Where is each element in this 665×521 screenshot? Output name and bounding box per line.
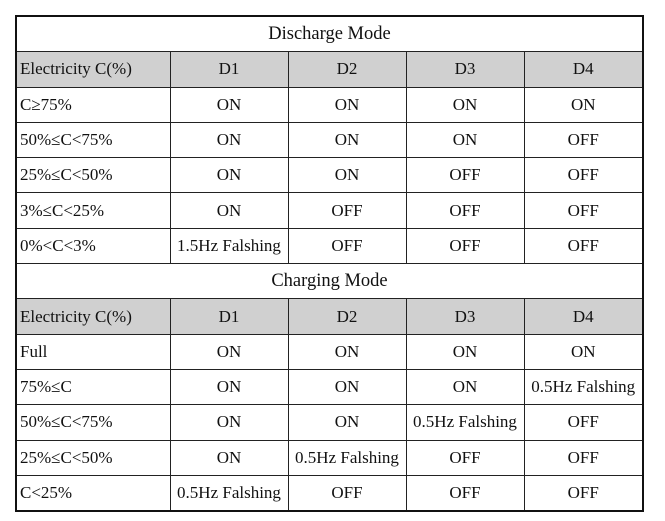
led-state-cell: OFF (405, 157, 525, 194)
electricity-level-cell: C≥75% (15, 86, 171, 123)
electricity-level-cell: C<25% (15, 474, 171, 512)
table-row: 50%≤C<75% ON ON 0.5Hz Falshing OFF (15, 404, 644, 441)
led-state-cell: 0.5Hz Falshing (169, 474, 289, 512)
led-state-cell: 1.5Hz Falshing (169, 227, 289, 265)
electricity-level-cell: 75%≤C (15, 368, 171, 406)
column-header: D1 (169, 51, 289, 88)
column-header: D1 (169, 298, 289, 335)
column-header: D4 (523, 51, 644, 88)
led-state-cell: ON (169, 333, 289, 370)
led-state-cell: ON (169, 404, 289, 441)
column-header: D2 (287, 51, 407, 88)
section-title: Discharge Mode (15, 15, 644, 53)
charging-header-row: Electricity C(%) D1 D2 D3 D4 (15, 298, 644, 335)
charging-mode-title-row: Charging Mode (15, 263, 644, 300)
table-row: C<25% 0.5Hz Falshing OFF OFF OFF (15, 474, 644, 512)
led-state-cell: ON (523, 333, 644, 370)
electricity-level-cell: 25%≤C<50% (15, 157, 171, 194)
electricity-level-cell: 3%≤C<25% (15, 192, 171, 229)
electricity-level-cell: 50%≤C<75% (15, 121, 171, 159)
led-state-cell: 0.5Hz Falshing (405, 404, 525, 441)
led-state-cell: ON (169, 439, 289, 476)
table-row: 0%<C<3% 1.5Hz Falshing OFF OFF OFF (15, 227, 644, 265)
led-indicator-table: Discharge Mode Electricity C(%) D1 D2 D3 D4 C≥… (15, 15, 644, 513)
led-state-cell: ON (287, 86, 407, 123)
led-state-cell: ON (287, 121, 407, 159)
column-header: D2 (287, 298, 407, 335)
section-title: Charging Mode (15, 263, 644, 300)
table-row: Full ON ON ON ON (15, 333, 644, 370)
table-row: 25%≤C<50% ON 0.5Hz Falshing OFF OFF (15, 439, 644, 476)
led-state-cell: OFF (523, 121, 644, 159)
led-state-cell: OFF (523, 227, 644, 265)
led-state-cell: ON (405, 86, 525, 123)
led-state-cell: ON (287, 368, 407, 406)
table-row: 75%≤C ON ON ON 0.5Hz Falshing (15, 368, 644, 406)
electricity-level-cell: 25%≤C<50% (15, 439, 171, 476)
led-state-cell: OFF (523, 439, 644, 476)
electricity-level-cell: Full (15, 333, 171, 370)
table-row: 25%≤C<50% ON ON OFF OFF (15, 157, 644, 194)
led-state-cell: OFF (523, 404, 644, 441)
led-state-cell: OFF (523, 157, 644, 194)
led-state-cell: OFF (405, 474, 525, 512)
column-header: D3 (405, 51, 525, 88)
led-state-cell: 0.5Hz Falshing (287, 439, 407, 476)
table-row: C≥75% ON ON ON ON (15, 86, 644, 123)
led-state-cell: ON (169, 368, 289, 406)
column-header: Electricity C(%) (15, 51, 171, 88)
led-state-cell: ON (405, 368, 525, 406)
led-state-cell: ON (169, 86, 289, 123)
led-state-cell: ON (287, 157, 407, 194)
led-state-cell: ON (169, 121, 289, 159)
led-state-cell: ON (169, 157, 289, 194)
led-state-cell: ON (523, 86, 644, 123)
led-state-cell: ON (169, 192, 289, 229)
discharge-header-row: Electricity C(%) D1 D2 D3 D4 (15, 51, 644, 88)
led-state-cell: 0.5Hz Falshing (523, 368, 644, 406)
table-row: 3%≤C<25% ON OFF OFF OFF (15, 192, 644, 229)
led-state-cell: ON (287, 333, 407, 370)
table-row: 50%≤C<75% ON ON ON OFF (15, 121, 644, 159)
discharge-mode-title-row: Discharge Mode (15, 15, 644, 53)
column-header: D4 (523, 298, 644, 335)
led-state-cell: ON (287, 404, 407, 441)
electricity-level-cell: 0%<C<3% (15, 227, 171, 265)
led-state-cell: ON (405, 121, 525, 159)
led-state-cell: ON (405, 333, 525, 370)
led-state-cell: OFF (405, 439, 525, 476)
column-header: Electricity C(%) (15, 298, 171, 335)
led-state-cell: OFF (287, 474, 407, 512)
led-state-cell: OFF (523, 192, 644, 229)
led-state-cell: OFF (523, 474, 644, 512)
column-header: D3 (405, 298, 525, 335)
led-state-cell: OFF (405, 192, 525, 229)
electricity-level-cell: 50%≤C<75% (15, 404, 171, 441)
led-state-cell: OFF (287, 192, 407, 229)
led-state-cell: OFF (287, 227, 407, 265)
led-state-cell: OFF (405, 227, 525, 265)
